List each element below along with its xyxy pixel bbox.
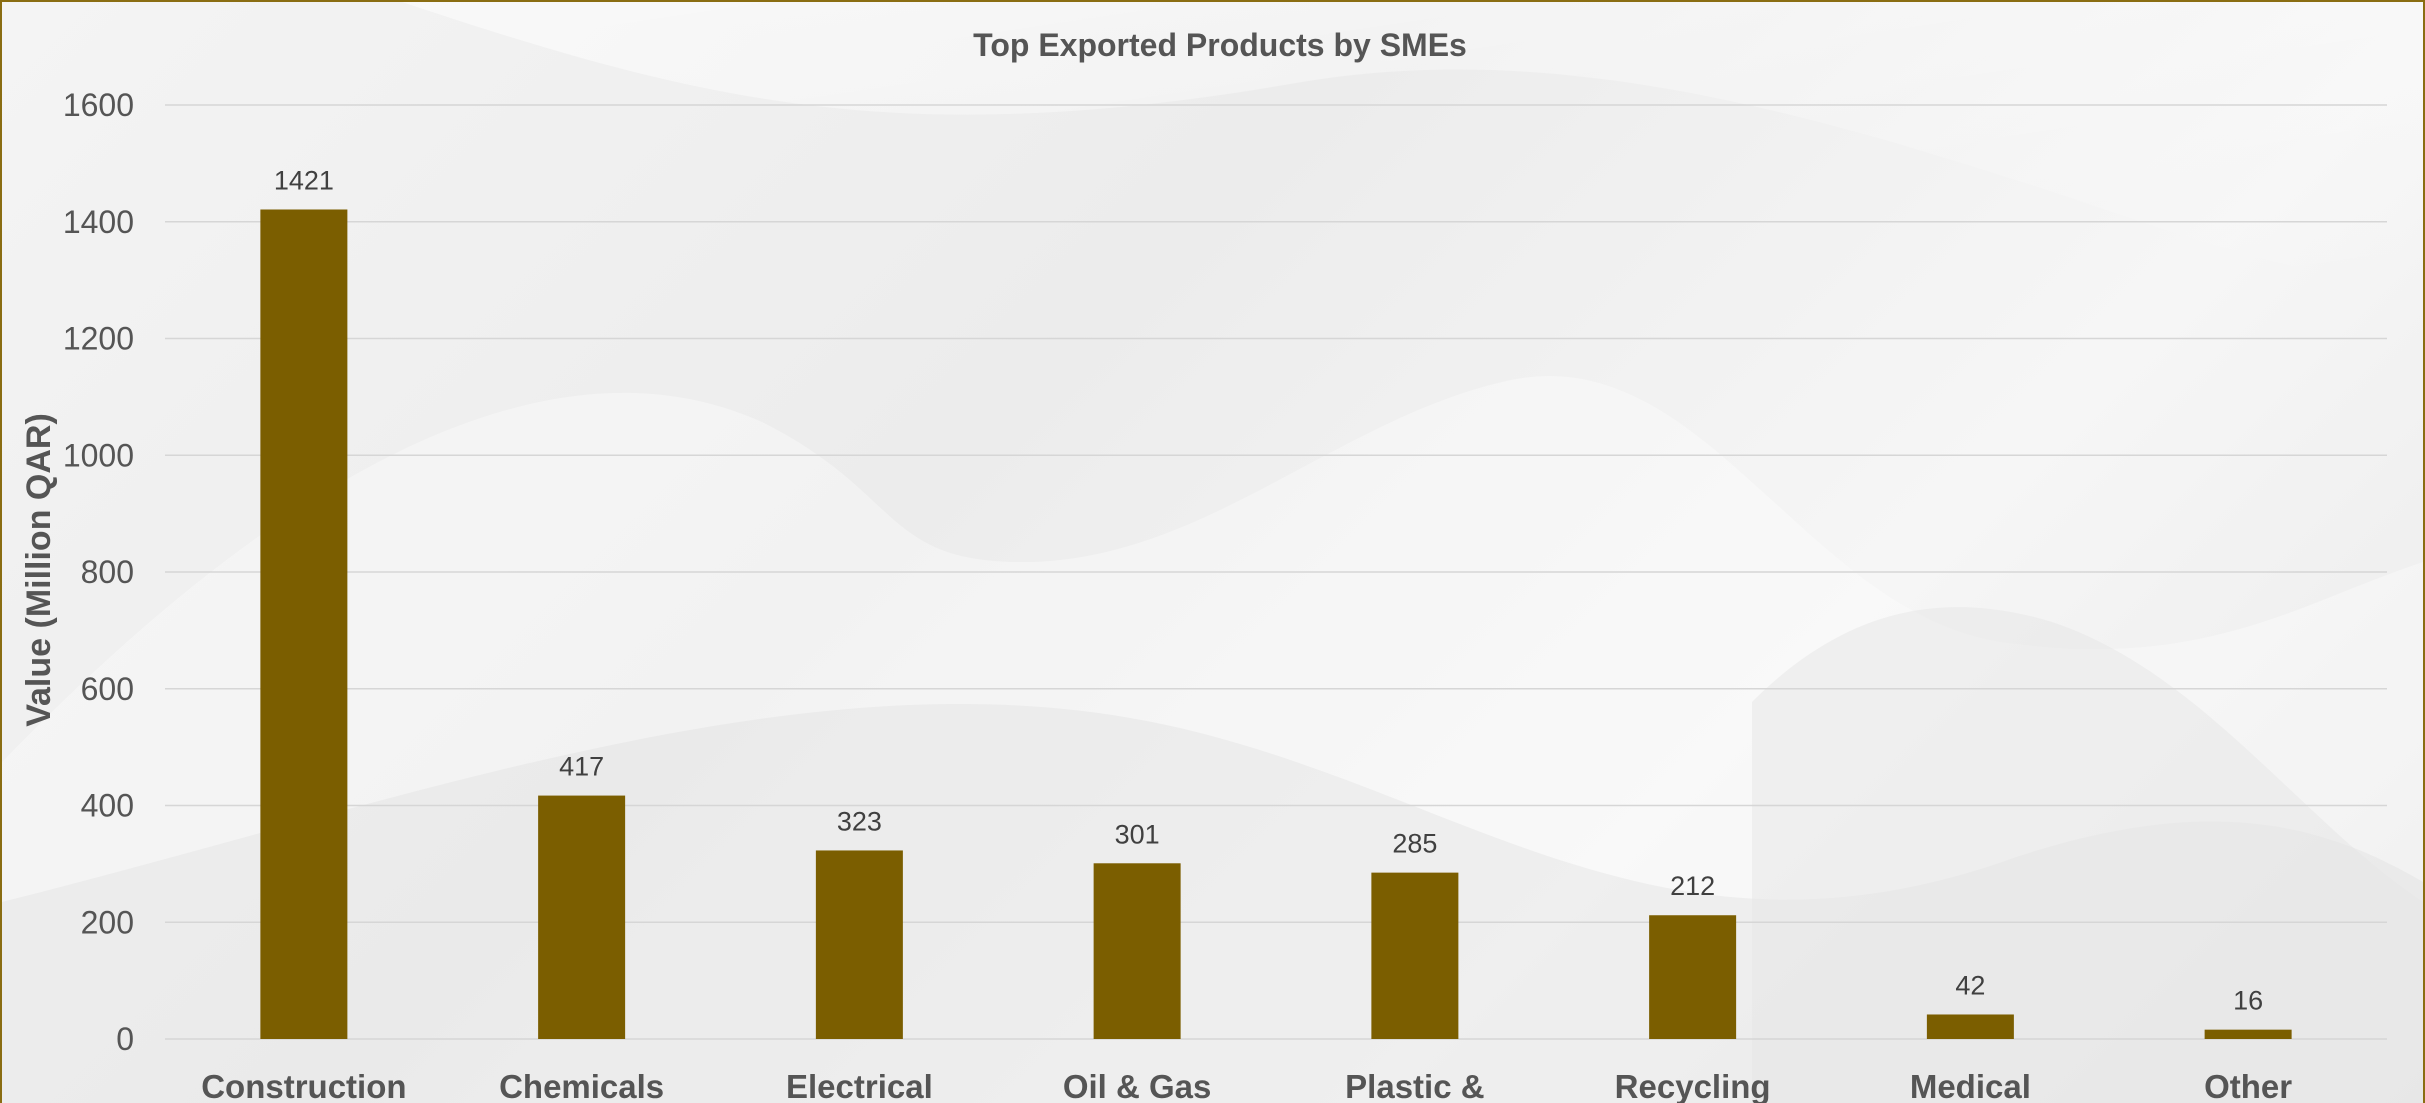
data-label: 301 [1115,819,1160,849]
y-axis-title: Value (Million QAR) [20,413,58,727]
y-tick-label: 0 [116,1021,134,1057]
x-category-label: Medical [1910,1068,2031,1103]
bar-electrical [815,850,903,1039]
y-tick-label: 800 [81,554,134,590]
data-label: 323 [837,806,882,836]
data-label: 1421 [274,165,334,195]
x-category-label: Other [2204,1068,2292,1103]
y-tick-label: 400 [81,788,134,824]
x-category-label: Oil & Gas [1063,1068,1212,1103]
data-label: 42 [1955,970,1985,1000]
data-label: 417 [559,752,604,782]
bar-plastic [1371,872,1459,1039]
x-category-label: Chemicals [499,1068,664,1103]
bar-medical [1926,1014,2014,1039]
x-category-label: Recycling [1615,1068,1771,1103]
x-category-label: Plastic & [1345,1068,1484,1103]
y-tick-label: 1600 [63,87,134,123]
chart-title: Top Exported Products by SMEs [973,27,1467,63]
y-tick-label: 1400 [63,204,134,240]
y-tick-label: 1000 [63,437,134,473]
bar-construction [260,209,348,1039]
bar-chemicals [538,795,626,1039]
bar-oil-gas [1093,863,1181,1039]
data-labels: 1421 417 323 301 285 212 42 16 [274,165,2263,1015]
data-label: 212 [1670,871,1715,901]
x-axis-labels: Construction Chemicals Electrical Oil & Gas… [201,1068,2292,1103]
bar-recycling [1649,915,1737,1039]
data-label: 285 [1392,829,1437,859]
bars [260,209,2292,1039]
x-category-label: Electrical [786,1068,933,1103]
y-tick-label: 200 [81,904,134,940]
x-category-label: Construction [201,1068,406,1103]
gridlines [165,104,2387,1040]
bar-other [2204,1029,2292,1039]
y-axis-ticks: 0 200 400 600 800 1000 1200 1400 1600 [63,87,134,1057]
y-tick-label: 1200 [63,321,134,357]
data-label: 16 [2233,986,2263,1016]
y-tick-label: 600 [81,671,134,707]
